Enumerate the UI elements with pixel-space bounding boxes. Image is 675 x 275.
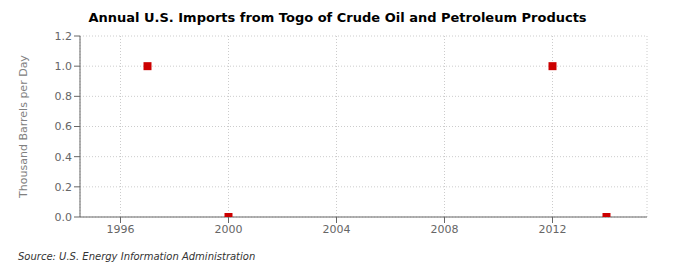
svg-text:1996: 1996 — [107, 223, 135, 236]
svg-text:0.0: 0.0 — [55, 211, 73, 224]
svg-text:1.2: 1.2 — [55, 30, 73, 43]
svg-text:0.2: 0.2 — [55, 181, 73, 194]
svg-text:2004: 2004 — [323, 223, 351, 236]
html-text:Source: U.S. Energy Informatio: Source: U.S. Energy Information Administ… — [18, 251, 256, 262]
svg-text:2000: 2000 — [215, 223, 243, 236]
svg-text:0.8: 0.8 — [55, 90, 73, 103]
svg-text:0.4: 0.4 — [55, 151, 73, 164]
html-text:Annual U.S. Imports from Togo: Annual U.S. Imports from Togo of Crude O… — [88, 10, 587, 25]
svg-text:1.0: 1.0 — [55, 60, 73, 73]
svg-text:2008: 2008 — [431, 223, 459, 236]
svg-text:2012: 2012 — [539, 223, 567, 236]
svg-text:0.6: 0.6 — [55, 120, 73, 133]
svg-text:Thousand Barrels per Day: Thousand Barrels per Day — [17, 55, 30, 199]
